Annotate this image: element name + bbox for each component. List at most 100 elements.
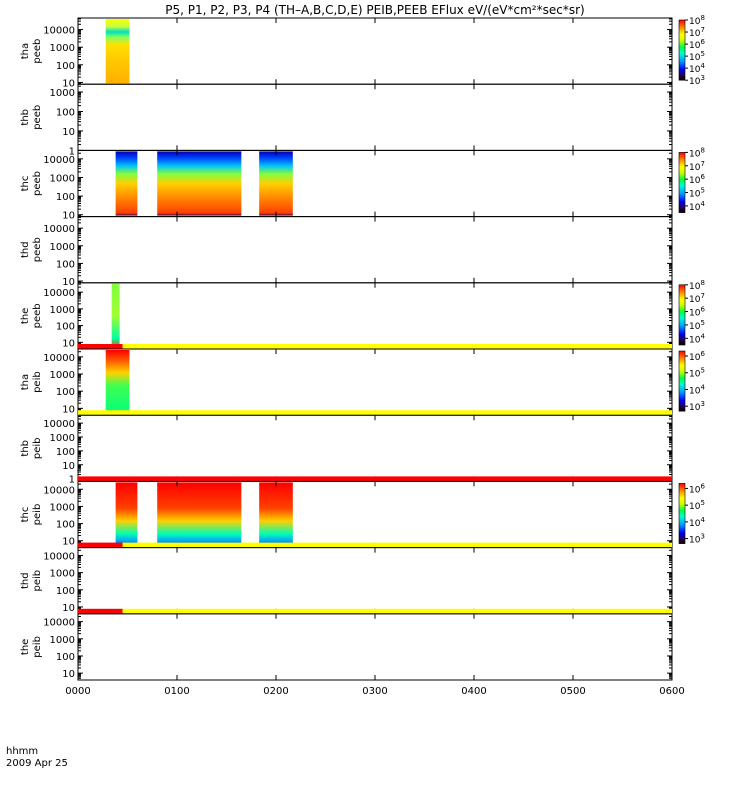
status-bar — [78, 476, 672, 482]
panel-label-product: peib — [32, 570, 43, 592]
y-tick-label: 100 — [56, 652, 75, 663]
colorbar-tick-label: 108 — [689, 279, 705, 292]
colorbar-scale — [678, 483, 686, 544]
panel-label-product: peeb — [32, 39, 43, 64]
y-tick-label: 1000 — [50, 502, 75, 513]
y-tick-label: 10 — [62, 461, 75, 472]
date-label: 2009 Apr 25 — [6, 758, 68, 769]
status-bar-red — [78, 344, 123, 349]
y-tick-label: 100 — [56, 107, 75, 118]
colorbar-tick-label: 107 — [689, 292, 705, 305]
panel-tha-peib: 10000 1000 100 10 tha peib 106 105 104 103 — [20, 344, 705, 416]
y-tick-label: 10000 — [43, 419, 75, 430]
y-tick-label: 10 — [62, 338, 75, 349]
panel-label-product: peeb — [32, 237, 43, 262]
y-tick-label: 1000 — [50, 43, 75, 54]
data-block — [105, 19, 130, 84]
y-tick-label: 10 — [62, 404, 75, 415]
panel-frame — [77, 282, 673, 350]
colorbar-tick-label: 108 — [689, 146, 705, 159]
panel-frame — [77, 216, 673, 284]
colorbar-tick-label: 106 — [689, 350, 705, 363]
y-tick-label: 1 — [69, 475, 75, 486]
y-tick-label: 10 — [62, 277, 75, 288]
status-bar-yellow — [122, 542, 673, 548]
data-block — [115, 151, 138, 216]
panel-label-product: peib — [32, 437, 43, 459]
x-axis-label: hhmm — [6, 746, 38, 757]
panel-frame — [77, 17, 673, 85]
y-tick-label: 10000 — [43, 224, 75, 235]
x-tick-label: 0300 — [362, 686, 387, 697]
y-tick-label: 10 — [62, 537, 75, 548]
data-block — [105, 350, 130, 415]
y-tick-label: 1000 — [50, 242, 75, 253]
y-tick-label: 100 — [56, 192, 75, 203]
y-tick-label: 1000 — [50, 173, 75, 184]
panel-label-probe: thb — [20, 109, 31, 126]
status-bar-red — [78, 476, 672, 482]
status-bar-yellow — [78, 410, 672, 416]
y-tick-label: 10 — [62, 211, 75, 222]
panel-thb-peib: 10000 1000 100 10 1 thb peib — [20, 410, 673, 486]
colorbar-tick-label: 103 — [689, 533, 705, 546]
status-bar — [78, 344, 673, 349]
y-tick-label: 10 — [62, 603, 75, 614]
y-tick-label: 10 — [62, 127, 75, 138]
colorbar-tick-label: 106 — [689, 482, 705, 495]
status-bar-yellow — [122, 344, 673, 349]
panel-frame — [77, 547, 673, 615]
panel-the-peib: 10000 1000 100 10 the peib — [20, 608, 673, 681]
colorbar-tick-label: 106 — [689, 306, 705, 319]
status-bar — [78, 608, 673, 614]
x-tick-label: 0500 — [560, 686, 585, 697]
status-bar — [78, 410, 672, 416]
y-tick-label: 1000 — [50, 88, 75, 99]
panel-label-probe: thc — [20, 176, 31, 192]
status-bar-red — [78, 608, 123, 614]
y-tick-label: 1000 — [50, 433, 75, 444]
colorbar-scale — [678, 19, 686, 81]
y-tick-label: 100 — [56, 322, 75, 333]
x-tick-label: 0000 — [65, 686, 90, 697]
panel-label-probe: thb — [20, 440, 31, 457]
x-tick-label: 0600 — [659, 686, 684, 697]
panel-label-product: peeb — [32, 303, 43, 328]
panel-label-probe: thd — [20, 241, 31, 258]
y-tick-label: 10000 — [43, 288, 75, 299]
status-bar — [78, 542, 673, 548]
y-tick-label: 100 — [56, 387, 75, 398]
colorbar-tick-label: 107 — [689, 160, 705, 173]
y-tick-label: 10000 — [43, 485, 75, 496]
data-block — [111, 283, 120, 348]
colorbar-tick-label: 103 — [689, 400, 705, 413]
panel-label-probe: tha — [20, 43, 31, 59]
y-tick-label: 10 — [62, 669, 75, 680]
x-tick-label: 0100 — [164, 686, 189, 697]
y-tick-label: 10000 — [43, 618, 75, 629]
panel-label-probe: thd — [20, 572, 31, 589]
colorbar: 106 105 104 103 — [678, 482, 705, 546]
colorbar-tick-label: 105 — [689, 367, 705, 380]
status-bar-yellow — [122, 608, 673, 614]
data-block — [115, 482, 138, 547]
x-tick-label: 0400 — [461, 686, 486, 697]
data-block — [157, 151, 242, 216]
panel-thd-peib: 10000 1000 100 10 thd peib — [20, 542, 673, 615]
colorbar-tick-label: 107 — [689, 26, 705, 39]
panel-thd-peeb: 10000 1000 100 10 thd peeb — [20, 216, 673, 288]
panel-label-product: peib — [32, 504, 43, 526]
colorbar-tick-label: 105 — [689, 50, 705, 63]
colorbar-tick-label: 103 — [689, 74, 705, 87]
colorbar-tick-label: 104 — [689, 516, 705, 529]
status-bar-red — [78, 542, 123, 548]
y-tick-label: 100 — [56, 259, 75, 270]
colorbar-tick-label: 104 — [689, 332, 705, 345]
x-tick-label: 0200 — [263, 686, 288, 697]
